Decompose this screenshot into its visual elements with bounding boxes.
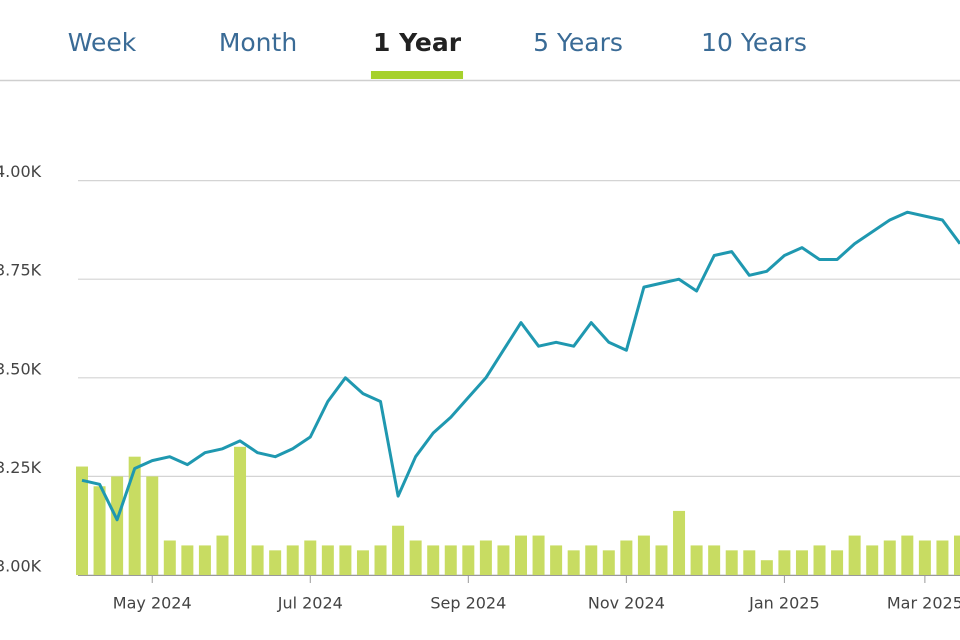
volume-bar	[392, 525, 405, 575]
volume-bar	[550, 545, 563, 575]
volume-bar	[637, 535, 650, 575]
volume-bar	[269, 550, 282, 575]
x-tick-label: May 2024	[113, 594, 192, 613]
volume-bar	[760, 560, 773, 575]
volume-bar	[708, 545, 721, 575]
volume-bar	[128, 456, 141, 575]
volume-bar	[76, 466, 88, 575]
x-tick-label: Jan 2025	[748, 594, 819, 613]
volume-bar	[286, 545, 299, 575]
volume-bar	[901, 535, 914, 575]
volume-bar	[198, 545, 211, 575]
volume-bar	[479, 540, 492, 575]
volume-bar	[374, 545, 387, 575]
volume-bar	[813, 545, 826, 575]
tab[interactable]: Week	[68, 28, 137, 57]
y-tick-label: 3.50K	[0, 359, 42, 378]
volume-bar	[163, 540, 176, 575]
x-tick-label: Jul 2024	[277, 594, 343, 613]
volume-bar	[690, 545, 703, 575]
volume-bar	[444, 545, 457, 575]
volume-bar	[216, 535, 229, 575]
volume-bar	[356, 550, 369, 575]
volume-bar	[409, 540, 422, 575]
volume-bar	[339, 545, 352, 575]
volume-bar	[743, 550, 756, 575]
volume-bar	[655, 545, 668, 575]
volume-bar	[181, 545, 194, 575]
volume-bar	[146, 476, 159, 575]
volume-bar	[321, 545, 334, 575]
x-tick-label: Mar 2025	[887, 594, 960, 613]
volume-bar	[93, 486, 106, 575]
x-tick-label: Sep 2024	[430, 594, 506, 613]
volume-bar	[831, 550, 844, 575]
volume-bar	[954, 535, 960, 575]
volume-bar	[585, 545, 598, 575]
y-tick-label: 4.00K	[0, 162, 42, 181]
volume-bar	[427, 545, 440, 575]
price-line	[81, 210, 960, 522]
tab[interactable]: 10 Years	[701, 28, 807, 57]
x-tick-label: Nov 2024	[588, 594, 665, 613]
volume-bar	[795, 550, 808, 575]
volume-bar	[918, 540, 931, 575]
volume-bar	[883, 540, 896, 575]
volume-bar	[251, 545, 264, 575]
volume-bar	[848, 535, 861, 575]
volume-bar	[936, 540, 949, 575]
volume-bar	[866, 545, 879, 575]
volume-bar	[725, 550, 738, 575]
tab[interactable]: Month	[219, 28, 297, 57]
volume-bar	[515, 535, 527, 575]
volume-bar	[304, 540, 317, 575]
volume-bar	[532, 535, 545, 575]
volume-bar	[497, 545, 510, 575]
tab[interactable]: 1 Year	[373, 28, 462, 57]
volume-bar	[462, 545, 475, 575]
volume-bar	[111, 476, 124, 575]
y-tick-label: 3.75K	[0, 261, 42, 280]
volume-bar	[567, 550, 580, 575]
volume-bar	[234, 446, 247, 575]
y-tick-label: 3.00K	[0, 557, 42, 576]
volume-bar	[620, 540, 633, 575]
volume-bar	[778, 550, 791, 575]
tab[interactable]: 5 Years	[533, 28, 623, 57]
volume-bar	[602, 550, 615, 575]
y-tick-label: 3.25K	[0, 458, 42, 477]
active-tab-indicator	[370, 71, 464, 79]
volume-bar	[673, 510, 686, 575]
